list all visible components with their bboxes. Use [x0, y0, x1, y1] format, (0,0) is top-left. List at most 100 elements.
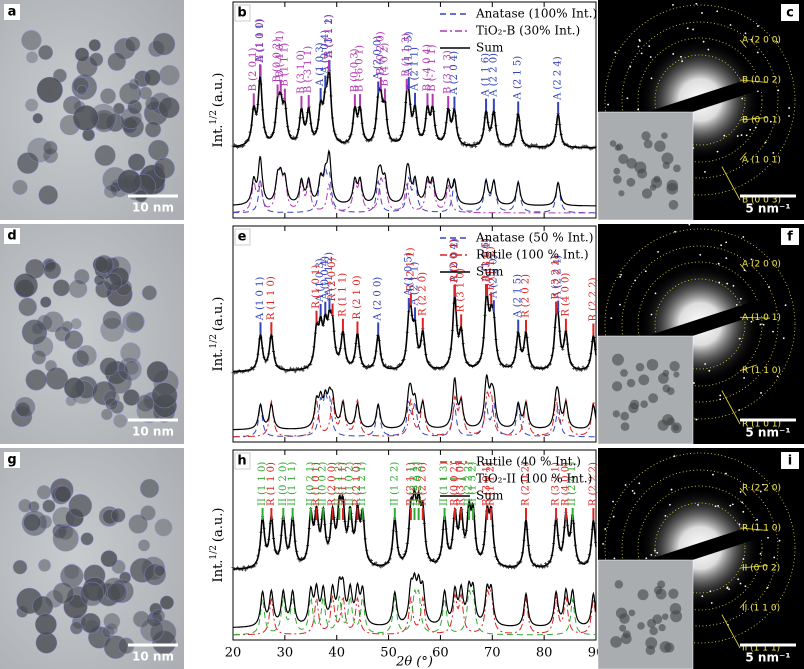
spot	[664, 514, 667, 517]
panel-letter: g	[7, 453, 16, 468]
peak-label: R (1 1 1)	[337, 273, 348, 317]
letter-box	[781, 228, 799, 245]
spot	[693, 382, 695, 384]
spot	[778, 539, 781, 542]
peak-label: II (0 0 2)	[318, 462, 329, 506]
ring-label: II (1 1 1)	[742, 644, 780, 654]
peak-label: A (2 1 5)	[513, 274, 524, 319]
spot	[772, 330, 774, 333]
particle	[152, 32, 176, 56]
peak-label: R (2 0 2)	[520, 274, 531, 318]
spot	[740, 134, 743, 136]
spot	[744, 585, 747, 588]
particle	[110, 508, 126, 523]
y-label-part: Int.	[211, 349, 226, 372]
particle	[100, 88, 116, 105]
ring-pointer	[739, 263, 747, 272]
spot	[701, 12, 703, 14]
spot	[773, 556, 776, 559]
particle	[40, 296, 52, 308]
particle	[105, 397, 118, 411]
spot	[768, 286, 770, 288]
particle	[144, 69, 161, 86]
inset-particle	[650, 177, 663, 189]
particle	[36, 485, 52, 500]
spot	[672, 53, 675, 55]
inset-particle	[640, 400, 648, 409]
spot	[702, 40, 705, 43]
spot	[638, 39, 641, 41]
inset-particle	[661, 132, 668, 140]
inset-particle	[673, 371, 680, 378]
spot	[718, 281, 721, 284]
component-curve	[233, 390, 596, 438]
peak-label: B (0 2 0)	[375, 31, 386, 75]
peak-label: A (2 1 1)	[410, 47, 421, 92]
plot-frame	[232, 225, 597, 443]
particle	[43, 261, 62, 280]
peak-label: B (2 0 1)	[248, 48, 259, 92]
spot	[701, 595, 704, 598]
diffraction-ring	[637, 37, 763, 163]
spot	[672, 4, 674, 6]
particle	[119, 82, 142, 105]
legend-label: Sum	[476, 265, 504, 279]
particle	[80, 532, 94, 546]
spot	[745, 134, 748, 137]
particle	[44, 360, 57, 373]
spot	[759, 323, 762, 326]
particle	[132, 610, 150, 628]
particle	[21, 319, 48, 345]
peak-label: A (1 1 2)	[324, 14, 335, 59]
ring-label: A (1 0 1)	[742, 156, 781, 166]
inset-particle	[626, 177, 636, 187]
peak-label: R (3 1 0)	[456, 462, 467, 506]
spot	[742, 236, 745, 238]
spot	[707, 48, 710, 51]
spot	[712, 473, 714, 476]
spot	[784, 304, 787, 307]
panel-letter: b	[237, 6, 246, 21]
particle	[94, 254, 114, 274]
inset-particle	[620, 411, 629, 421]
spot	[760, 392, 762, 394]
particle	[159, 64, 180, 86]
ring-label: A (2 0 0)	[742, 260, 781, 270]
peak-label: A (2 0 0)	[373, 277, 384, 322]
peak-label: A (2 0 4)	[449, 239, 460, 284]
inset-particle	[646, 358, 659, 371]
spot	[731, 503, 734, 506]
spot	[777, 89, 780, 92]
spot	[757, 25, 759, 27]
scale-label: 10 nm	[132, 650, 174, 664]
particle	[151, 382, 178, 409]
inset-particle	[613, 175, 622, 184]
particle	[103, 612, 121, 630]
particle	[125, 312, 145, 332]
inset-particle	[637, 168, 648, 179]
spot	[619, 276, 622, 278]
particle	[124, 36, 141, 52]
legend-label: Anatase (100% Int.)	[475, 7, 597, 21]
y-label-part: 1/2	[209, 545, 219, 559]
particle	[32, 595, 54, 617]
particle	[99, 357, 119, 376]
peak-label: A (2 1 5)	[513, 56, 524, 101]
legend-label: TiO₂-B (30% Int.)	[476, 24, 580, 38]
spot	[726, 282, 729, 285]
ring-pointer	[721, 614, 741, 649]
spot	[744, 32, 747, 35]
spot	[729, 504, 732, 507]
inset-particle	[618, 190, 625, 197]
particle	[63, 377, 86, 399]
component-curve	[233, 391, 597, 438]
peak-label: A (2 0 4)	[449, 51, 460, 96]
spot	[704, 171, 706, 173]
particle	[153, 157, 175, 179]
component-curve	[233, 166, 596, 214]
spot	[699, 253, 702, 256]
inset-particle	[612, 353, 624, 366]
spot	[624, 484, 627, 486]
particle	[18, 498, 32, 513]
spot	[692, 28, 694, 31]
